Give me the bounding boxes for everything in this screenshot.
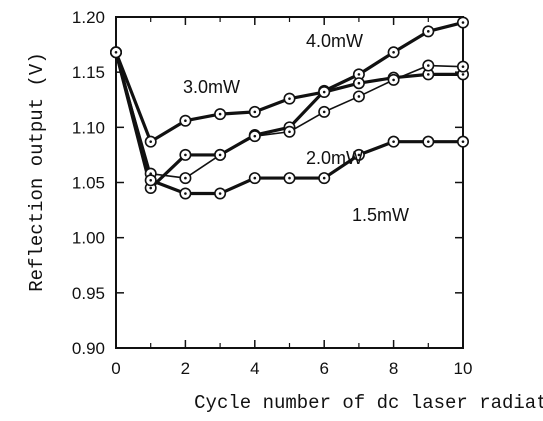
data-point-center-2mw bbox=[149, 172, 152, 175]
data-point-center-1-5mw bbox=[253, 176, 257, 180]
series-markers bbox=[110, 16, 469, 200]
data-point-center-1-5mw bbox=[427, 140, 430, 143]
data-point-center-3mw bbox=[461, 73, 465, 76]
data-point-center-1-5mw bbox=[149, 178, 152, 182]
x-tick-label: 6 bbox=[319, 359, 328, 378]
axis-ticks: 0.90 0.95 1.00 1.05 1.10 1.15 1.20 0 2 4 6 8 10 bbox=[72, 8, 473, 378]
x-tick-label: 10 bbox=[454, 359, 473, 378]
data-point-center-4mw bbox=[184, 153, 187, 157]
data-point-center-4mw bbox=[357, 73, 361, 76]
x-tick-label: 2 bbox=[181, 359, 190, 378]
data-point-center-3mw bbox=[357, 81, 361, 85]
data-point-center-1-5mw bbox=[218, 192, 222, 195]
data-point-center-2mw bbox=[288, 130, 291, 134]
data-point-center-2mw bbox=[392, 78, 395, 82]
series-label-3mw: 3.0mW bbox=[183, 77, 240, 97]
data-point-center-4mw bbox=[392, 51, 395, 54]
series-label-4mw: 4.0mW bbox=[306, 31, 363, 51]
data-point-center-1-5mw bbox=[357, 153, 361, 157]
y-tick-label: 1.00 bbox=[72, 229, 105, 248]
y-tick-label: 1.10 bbox=[72, 118, 105, 137]
series-line-4mw bbox=[114, 20, 464, 190]
data-point-center-3mw bbox=[253, 110, 257, 114]
data-point-center-3mw bbox=[322, 90, 326, 94]
y-tick-label: 0.90 bbox=[72, 339, 105, 358]
data-point-center-3mw bbox=[184, 119, 187, 123]
series-label-1-5mw: 1.5mW bbox=[352, 205, 409, 225]
y-tick-label: 1.05 bbox=[72, 174, 105, 193]
y-axis-title: Reflection output (V) bbox=[26, 52, 48, 291]
x-tick-label: 0 bbox=[111, 359, 120, 378]
x-tick-label: 8 bbox=[389, 359, 398, 378]
data-point-center-1-5mw bbox=[322, 176, 326, 180]
series-line-2mw bbox=[115, 52, 464, 179]
x-tick-label: 4 bbox=[250, 359, 259, 378]
data-point-center-4mw bbox=[461, 21, 465, 24]
data-point-center-2mw bbox=[427, 64, 430, 67]
data-point-center-2mw bbox=[253, 134, 257, 138]
data-point-center-3mw bbox=[149, 140, 152, 143]
data-point-center-3mw bbox=[288, 97, 291, 100]
series-lines bbox=[114, 20, 464, 196]
data-point-center-1-5mw bbox=[392, 140, 395, 143]
data-point-center-2mw bbox=[357, 95, 361, 98]
series-labels: 4.0mW 3.0mW 2.0mW 1.5mW bbox=[183, 31, 409, 225]
data-point-center-2mw bbox=[322, 110, 326, 114]
data-point-center-4mw bbox=[427, 30, 430, 33]
data-point-center-1-5mw bbox=[184, 192, 187, 195]
data-point-center-2mw bbox=[184, 176, 187, 180]
series-label-2mw: 2.0mW bbox=[306, 148, 363, 168]
y-tick-label: 0.95 bbox=[72, 284, 105, 303]
data-point-center-4mw bbox=[149, 186, 152, 190]
data-point-center-2mw bbox=[461, 65, 465, 68]
y-tick-label: 1.20 bbox=[72, 8, 105, 27]
data-point-center-1-5mw bbox=[288, 176, 291, 180]
data-point-center-1-5mw bbox=[114, 51, 118, 54]
data-point-center-3mw bbox=[218, 112, 222, 116]
data-point-center-1-5mw bbox=[461, 140, 465, 143]
y-tick-label: 1.15 bbox=[72, 63, 105, 82]
x-axis-title: Cycle number of dc laser radiation bbox=[194, 392, 543, 414]
data-point-center-3mw bbox=[427, 73, 430, 76]
data-point-center-2mw bbox=[218, 153, 222, 157]
